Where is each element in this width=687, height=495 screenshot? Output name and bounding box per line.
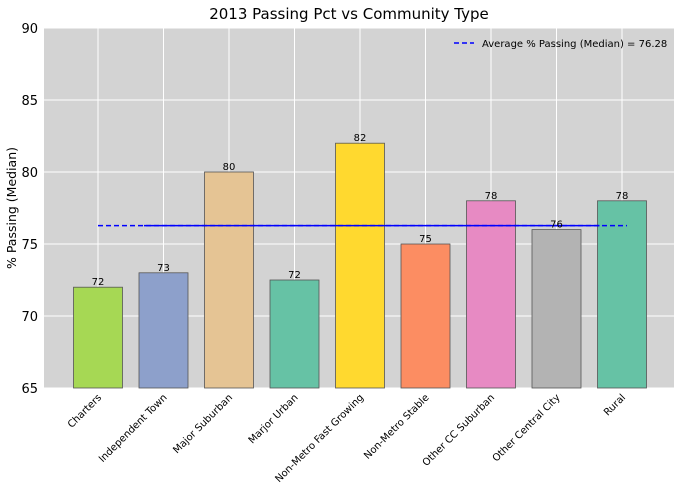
bar-value-label: 78 <box>616 191 629 202</box>
y-tick-label: 75 <box>21 238 38 253</box>
x-tick-label: Major Suburban <box>171 392 235 456</box>
bar <box>597 200 647 389</box>
bar-value-label: 76 <box>550 220 563 231</box>
bar <box>204 171 254 389</box>
y-tick-label: 85 <box>21 94 38 109</box>
x-tick-label: Independent Town <box>97 392 170 465</box>
bar <box>531 229 582 389</box>
bar-value-labels: 72 73 80 72 82 75 78 76 78 <box>92 133 629 288</box>
legend-label: Average % Passing (Median) = 76.28 <box>482 39 667 50</box>
bar <box>138 272 189 389</box>
bar-value-label: 72 <box>92 277 105 288</box>
bar-value-label: 78 <box>485 191 498 202</box>
bar <box>269 279 320 389</box>
bar-value-label: 75 <box>419 234 432 245</box>
y-tick-label: 80 <box>21 166 38 181</box>
bar <box>73 286 123 389</box>
bar <box>400 243 451 389</box>
bar-value-label: 73 <box>157 263 170 274</box>
bar <box>466 200 516 389</box>
bar-value-label: 80 <box>223 162 236 173</box>
bar-value-label: 72 <box>288 270 301 281</box>
bars <box>73 142 647 389</box>
y-tick-label: 90 <box>21 22 38 37</box>
chart-title: 2013 Passing Pct vs Community Type <box>209 5 489 23</box>
legend: Average % Passing (Median) = 76.28 <box>454 39 667 50</box>
y-tick-label: 70 <box>21 310 38 325</box>
x-tick-label: Rural <box>602 392 628 418</box>
y-axis-label: % Passing (Median) <box>4 147 19 269</box>
bar-value-label: 82 <box>354 133 367 144</box>
bar <box>335 142 385 389</box>
y-tick-label: 65 <box>21 382 38 397</box>
x-tick-label: Other Central City <box>491 392 563 464</box>
x-tick-label: Charters <box>66 392 104 430</box>
x-tick-label: Non-Metro Stable <box>362 392 431 461</box>
y-axis-ticks: 65 70 75 80 85 90 <box>21 22 38 397</box>
x-tick-label: Marjor Urban <box>247 392 301 446</box>
x-tick-label: Other CC Suburban <box>421 392 497 468</box>
